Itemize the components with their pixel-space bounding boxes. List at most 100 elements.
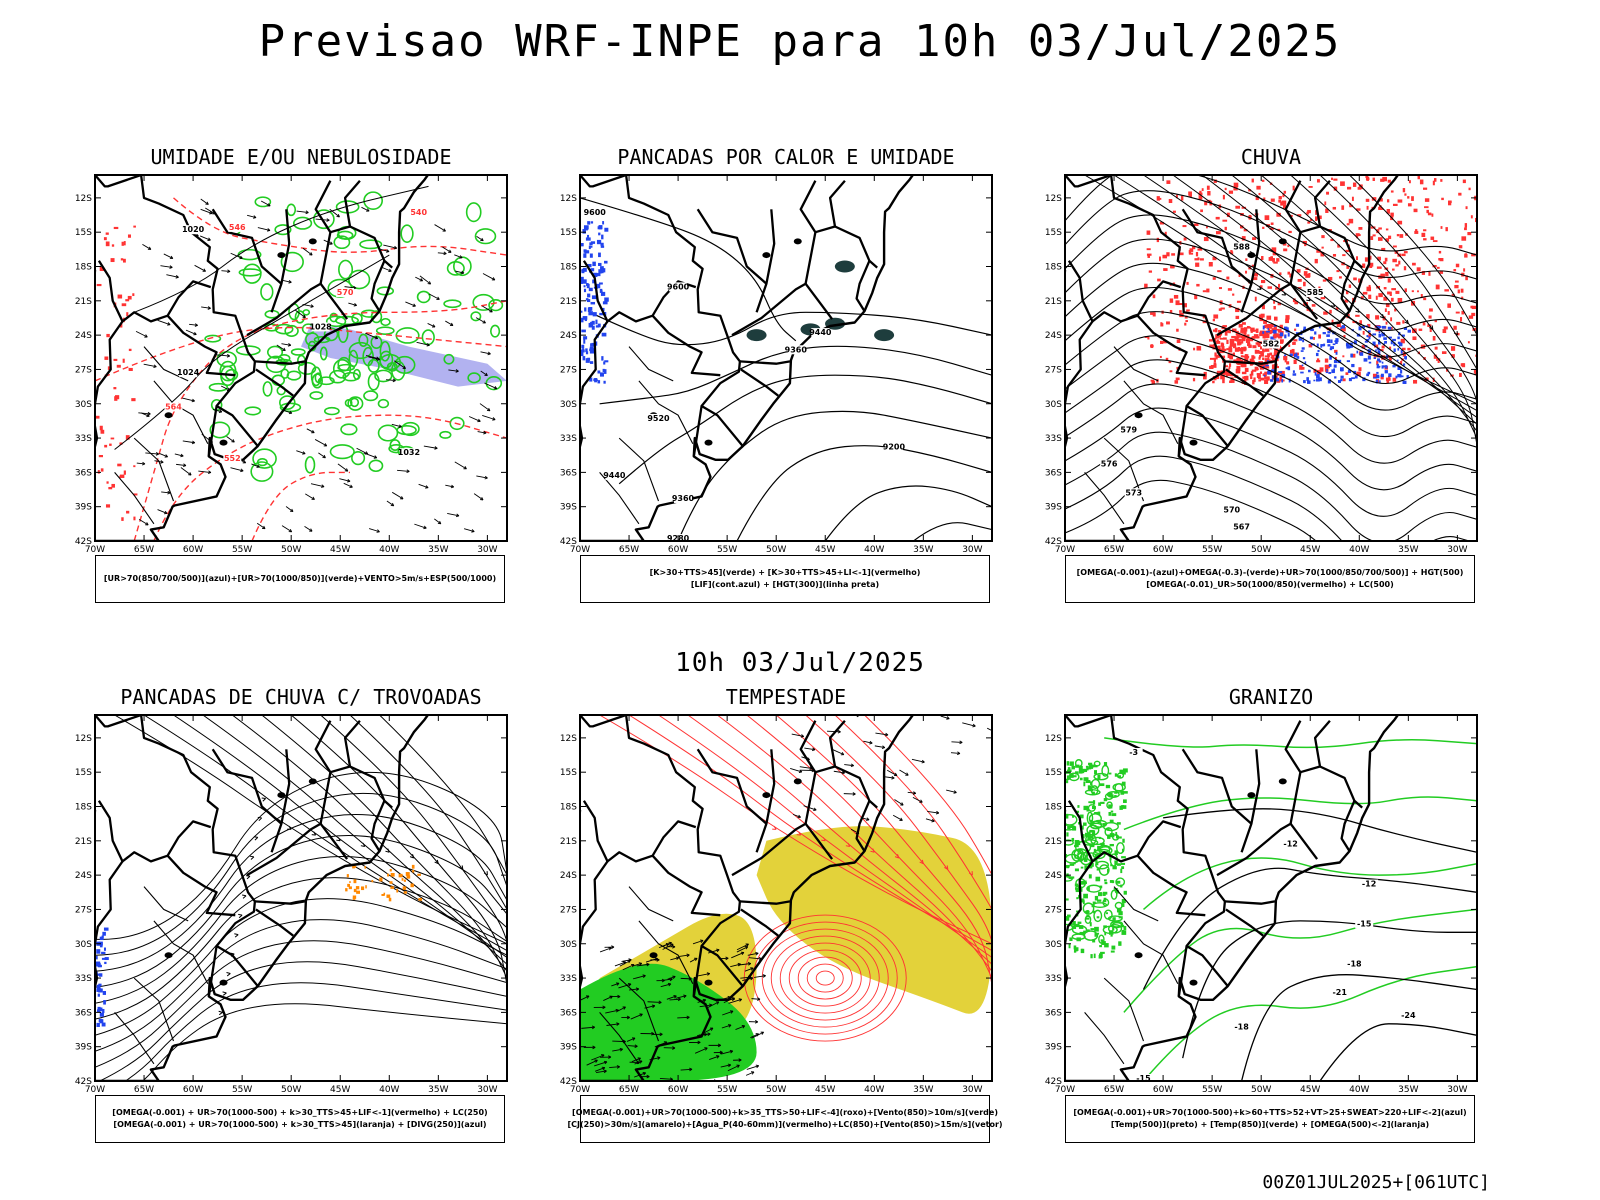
legend-line: [OMEGA(-0.01)_UR>50(1000/850)(vermelho) … — [1146, 580, 1394, 589]
lon-label: 35W — [428, 1085, 448, 1095]
lat-label: 12S — [75, 194, 92, 204]
panel-title: PANCADAS POR CALOR E UMIDADE — [617, 145, 955, 169]
lat-label: 27S — [1045, 905, 1062, 915]
lat-label: 39S — [560, 1043, 577, 1053]
lat-label: 21S — [560, 837, 577, 847]
lat-label: 24S — [1045, 331, 1062, 341]
contour-label: -12 — [1362, 880, 1376, 889]
lon-label: 40W — [379, 545, 399, 555]
lon-label: 70W — [1055, 545, 1075, 555]
lon-label: 55W — [1202, 1085, 1222, 1095]
main-title: Previsao WRF-INPE para 10h 03/Jul/2025 — [258, 16, 1342, 67]
contour-label: 567 — [1233, 523, 1250, 532]
lat-label: 39S — [560, 503, 577, 513]
lat-label: 27S — [1045, 365, 1062, 375]
lat-label: 30S — [75, 400, 92, 410]
contour-label: -12 — [1283, 840, 1297, 849]
map-panel-5: TEMPESTADE 12S 15S 18S 21S 24S 27S 30S 33S 36S 39S… — [560, 685, 1060, 1165]
lat-label: 21S — [560, 297, 577, 307]
contour-label: 9360 — [672, 494, 695, 503]
lon-label: 65W — [1104, 1085, 1124, 1095]
contour-label: 9600 — [667, 282, 690, 291]
contour-label: 546 — [229, 223, 246, 232]
contour-label: -3 — [1129, 748, 1138, 757]
lat-label: 21S — [1045, 297, 1062, 307]
lon-label: 35W — [1398, 1085, 1418, 1095]
lat-label: 33S — [1045, 974, 1062, 984]
forecast-time-subtitle: 10h 03/Jul/2025 — [675, 648, 925, 678]
lon-label: 70W — [570, 545, 590, 555]
lon-label: 50W — [281, 545, 301, 555]
lon-label: 65W — [619, 1085, 639, 1095]
lon-label: 40W — [864, 1085, 884, 1095]
contour-label: 570 — [1223, 505, 1240, 514]
legend-line: [OMEGA(-0.001)-(azul)+OMEGA(-0.3)-(verde… — [1076, 568, 1464, 577]
contour-label: 9600 — [584, 208, 607, 217]
contour-label: -21 — [1332, 988, 1347, 997]
lat-label: 42S — [75, 537, 92, 547]
lon-label: 60W — [183, 1085, 203, 1095]
lat-label: 24S — [560, 871, 577, 881]
contour-label: 9360 — [785, 345, 808, 354]
legend-box: [OMEGA(-0.001)+UR>70(1000-500)+k>60+TTS>… — [1065, 1095, 1475, 1143]
lat-label: 24S — [560, 331, 577, 341]
panel-title: CHUVA — [1240, 145, 1302, 169]
lon-label: 55W — [232, 545, 252, 555]
lat-label: 27S — [75, 365, 92, 375]
lat-label: 18S — [560, 263, 577, 273]
lon-label: 60W — [668, 545, 688, 555]
lon-label: 70W — [85, 545, 105, 555]
lat-label: 27S — [560, 905, 577, 915]
lat-label: 18S — [1045, 263, 1062, 273]
legend-box: [OMEGA(-0.001) + UR>70(1000-500) + k>30_… — [95, 1095, 505, 1143]
lat-label: 42S — [1045, 537, 1062, 547]
lat-label: 39S — [75, 1043, 92, 1053]
contour-label: 9520 — [647, 414, 670, 423]
lat-label: 33S — [1045, 434, 1062, 444]
lon-label: 45W — [1300, 545, 1320, 555]
lat-label: 42S — [560, 537, 577, 547]
lon-label: 45W — [815, 1085, 835, 1095]
lon-label: 30W — [477, 1085, 497, 1095]
lon-label: 50W — [1251, 545, 1271, 555]
legend-line: [OMEGA(-0.001) + UR>70(1000-500) + k>30_… — [113, 1120, 487, 1129]
lat-label: 42S — [1045, 1077, 1062, 1087]
contour-label: 573 — [1125, 488, 1142, 497]
lat-label: 18S — [1045, 803, 1062, 813]
contour-label: 579 — [1120, 425, 1137, 434]
legend-line: [OMEGA(-0.001) + UR>70(1000-500) + k>30_… — [112, 1108, 488, 1117]
panel-title: GRANIZO — [1228, 685, 1314, 709]
contour-label: 1020 — [182, 225, 205, 234]
panel-title: UMIDADE E/OU NEBULOSIDADE — [150, 145, 452, 169]
lon-label: 50W — [281, 1085, 301, 1095]
lon-label: 60W — [183, 545, 203, 555]
lat-label: 15S — [560, 768, 577, 778]
map-panel-3: CHUVA 588 585 582 579 576 573 570 567 12S 15S 18S 21… — [1045, 145, 1545, 625]
lat-label: 15S — [1045, 228, 1062, 238]
lon-label: 30W — [962, 545, 982, 555]
lon-label: 70W — [1055, 1085, 1075, 1095]
lat-label: 15S — [75, 768, 92, 778]
contour-label: 585 — [1307, 288, 1324, 297]
legend-box: [OMEGA(-0.001)-(azul)+OMEGA(-0.3)-(verde… — [1065, 555, 1475, 603]
panel-title: PANCADAS DE CHUVA C/ TROVOADAS — [120, 685, 482, 709]
lon-label: 30W — [1447, 1085, 1467, 1095]
lat-label: 15S — [75, 228, 92, 238]
lat-label: 27S — [560, 365, 577, 375]
lon-label: 65W — [619, 545, 639, 555]
lon-label: 45W — [330, 1085, 350, 1095]
map-panel-1: UMIDADE E/OU NEBULOSIDADE 1020 1024 1028 103… — [75, 145, 575, 625]
contour-label: 1028 — [309, 322, 332, 331]
lon-label: 60W — [1153, 545, 1173, 555]
lon-label: 35W — [913, 1085, 933, 1095]
lat-label: 21S — [75, 297, 92, 307]
lon-label: 30W — [962, 1085, 982, 1095]
lon-label: 60W — [668, 1085, 688, 1095]
lon-label: 45W — [330, 545, 350, 555]
lon-label: 50W — [766, 1085, 786, 1095]
map-panel-2: PANCADAS POR CALOR E UMIDADE 9600 9600 9520… — [560, 145, 1060, 625]
lat-label: 36S — [75, 1008, 92, 1018]
lat-label: 12S — [1045, 734, 1062, 744]
lat-label: 18S — [75, 263, 92, 273]
lon-label: 50W — [1251, 1085, 1271, 1095]
